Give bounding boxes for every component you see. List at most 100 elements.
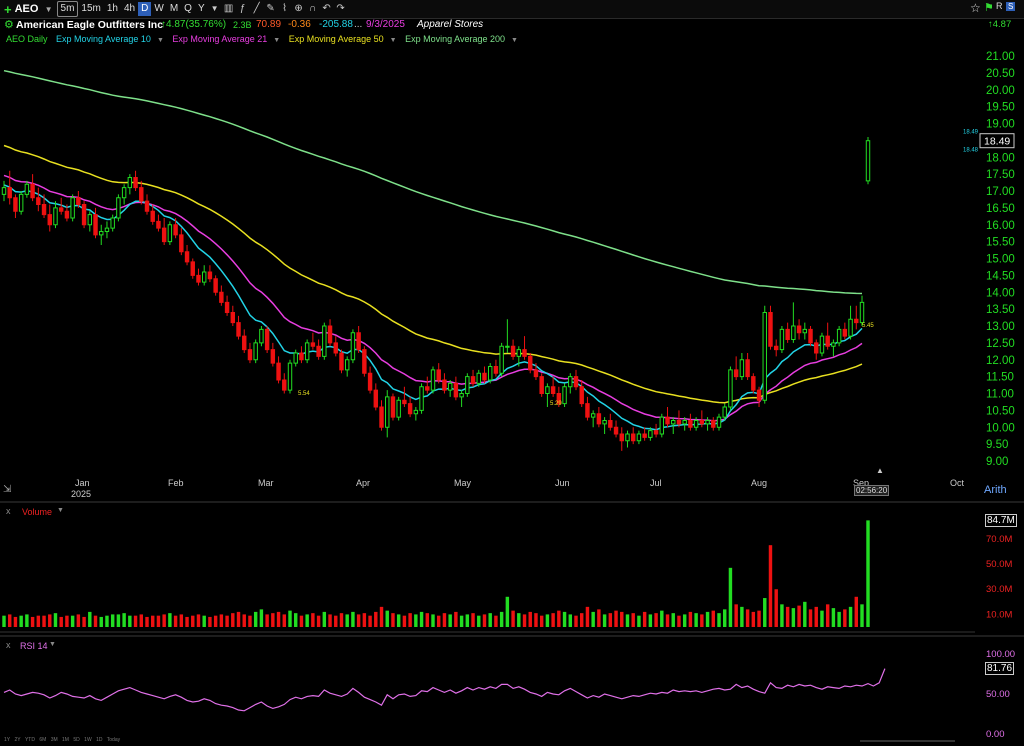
- time-axis: Jan 2025 Feb Mar Apr May Jun Jul Aug Sep…: [0, 478, 975, 500]
- volume-close-icon[interactable]: x: [6, 506, 11, 516]
- legend-ema21[interactable]: Exp Moving Average 21: [172, 34, 268, 44]
- candle: [493, 359, 499, 377]
- timeframe-15m[interactable]: 15m: [81, 3, 101, 14]
- indicator-icon[interactable]: ƒ: [239, 3, 246, 14]
- price-scale-mode[interactable]: Arith: [984, 484, 1007, 496]
- legend-ema200[interactable]: Exp Moving Average 200: [405, 34, 506, 44]
- candle-body: [819, 335, 825, 354]
- candle: [848, 305, 853, 340]
- volume-dropdown-icon[interactable]: ▼: [57, 507, 64, 514]
- favorite-star-icon[interactable]: ☆: [970, 1, 981, 15]
- candle: [53, 201, 58, 229]
- volume-bar: [374, 611, 378, 627]
- candle-body: [602, 420, 607, 425]
- legend-ema50-dropdown-icon[interactable]: ▼: [389, 37, 397, 44]
- candle: [505, 319, 510, 353]
- candle-body: [47, 214, 52, 226]
- volume-bar: [620, 611, 624, 627]
- candle-body: [733, 369, 739, 378]
- timeframe-w[interactable]: W: [154, 3, 164, 14]
- volume-bar: [431, 614, 435, 627]
- volume-bar: [2, 615, 6, 627]
- range-ytd[interactable]: YTD: [24, 737, 35, 743]
- symbol-dropdown-icon[interactable]: ▼: [44, 4, 53, 14]
- volume-bar: [562, 611, 567, 627]
- volume-bar: [105, 615, 109, 627]
- candle-body: [70, 197, 75, 219]
- range-2y[interactable]: 2Y: [14, 737, 21, 743]
- volume-bar: [8, 614, 12, 627]
- brush-icon[interactable]: ⌇: [282, 3, 288, 14]
- candle-body: [201, 271, 207, 283]
- candle: [487, 363, 493, 384]
- candle-body: [1, 187, 7, 195]
- range-today[interactable]: Today: [106, 737, 121, 743]
- legend-ema21-dropdown-icon[interactable]: ▼: [273, 37, 281, 44]
- candle: [184, 245, 190, 266]
- range-3m[interactable]: 3M: [50, 737, 58, 743]
- legend-ema50[interactable]: Exp Moving Average 50: [288, 34, 384, 44]
- volume-bar: [637, 615, 641, 627]
- add-symbol-icon[interactable]: +: [4, 1, 12, 17]
- rsi-close-icon[interactable]: x: [6, 640, 11, 650]
- range-1m[interactable]: 1M: [62, 737, 69, 743]
- timeframe-1h[interactable]: 1h: [106, 3, 118, 14]
- price-tick-label: 19.00: [986, 119, 1015, 131]
- timeframe-m[interactable]: M: [169, 3, 179, 14]
- draw-line-icon[interactable]: ╱: [253, 3, 260, 14]
- flag-icon[interactable]: ⚑: [984, 2, 994, 14]
- alert-icon[interactable]: R: [996, 1, 1003, 11]
- candle-body: [93, 214, 98, 236]
- legend-series[interactable]: AEO Daily: [6, 34, 48, 44]
- volume-bar: [236, 611, 241, 627]
- month-label-aug: Aug: [751, 478, 768, 488]
- volume-bar: [156, 615, 161, 627]
- ellipsis: ...: [354, 19, 363, 30]
- rsi-panel-title[interactable]: RSI 14: [20, 641, 48, 651]
- layout-icon[interactable]: S: [1006, 2, 1016, 11]
- candle-body: [196, 274, 201, 283]
- candle-body: [865, 140, 871, 182]
- price-tick-label: 20.50: [986, 68, 1015, 80]
- candle: [739, 353, 745, 380]
- legend-ema10[interactable]: Exp Moving Average 10: [56, 34, 151, 44]
- timeframe-dropdown-icon[interactable]: ▼: [210, 4, 219, 13]
- rsi-dropdown-icon[interactable]: ▼: [49, 641, 56, 648]
- candle-body: [459, 393, 464, 398]
- volume-bar: [173, 615, 178, 627]
- candle: [728, 366, 733, 411]
- volume-bar: [551, 613, 555, 627]
- pointer-icon[interactable]: ⇲: [3, 484, 12, 495]
- undo-icon[interactable]: ↶: [322, 3, 331, 14]
- scroll-right-icon[interactable]: ▲: [876, 466, 884, 475]
- candle: [470, 369, 476, 387]
- volume-panel-title[interactable]: Volume: [22, 507, 53, 517]
- legend-ema200-dropdown-icon[interactable]: ▼: [511, 37, 518, 44]
- range-1y[interactable]: 1Y: [4, 737, 11, 743]
- price-tick-label: 12.50: [986, 338, 1015, 350]
- candle-body: [808, 328, 813, 344]
- magnet-icon[interactable]: ∩: [309, 3, 317, 14]
- timeframe-d[interactable]: D: [138, 2, 152, 16]
- range-6m[interactable]: 6M: [39, 737, 47, 743]
- timeframe-4h[interactable]: 4h: [124, 3, 136, 14]
- candle-body: [613, 426, 619, 435]
- range-5d[interactable]: 5D: [73, 737, 80, 743]
- timeframe-5m[interactable]: 5m: [56, 1, 79, 17]
- timeframe-y[interactable]: Y: [197, 3, 205, 14]
- redo-icon[interactable]: ↷: [336, 3, 345, 14]
- chart-settings-icon[interactable]: ⚙: [4, 19, 14, 31]
- range-1w[interactable]: 1W: [84, 737, 92, 743]
- chart-type-icon[interactable]: ▥: [223, 3, 234, 14]
- candle: [299, 346, 304, 364]
- candle: [510, 339, 516, 360]
- candle-body: [139, 187, 144, 202]
- symbol-input[interactable]: AEO: [14, 3, 39, 15]
- measure-icon[interactable]: ⊕: [294, 3, 303, 14]
- pencil-icon[interactable]: ✎: [266, 3, 275, 14]
- legend-ema10-dropdown-icon[interactable]: ▼: [156, 37, 164, 44]
- timeframe-q[interactable]: Q: [184, 3, 192, 14]
- range-1d[interactable]: 1D: [96, 737, 103, 743]
- candle-body: [224, 301, 230, 313]
